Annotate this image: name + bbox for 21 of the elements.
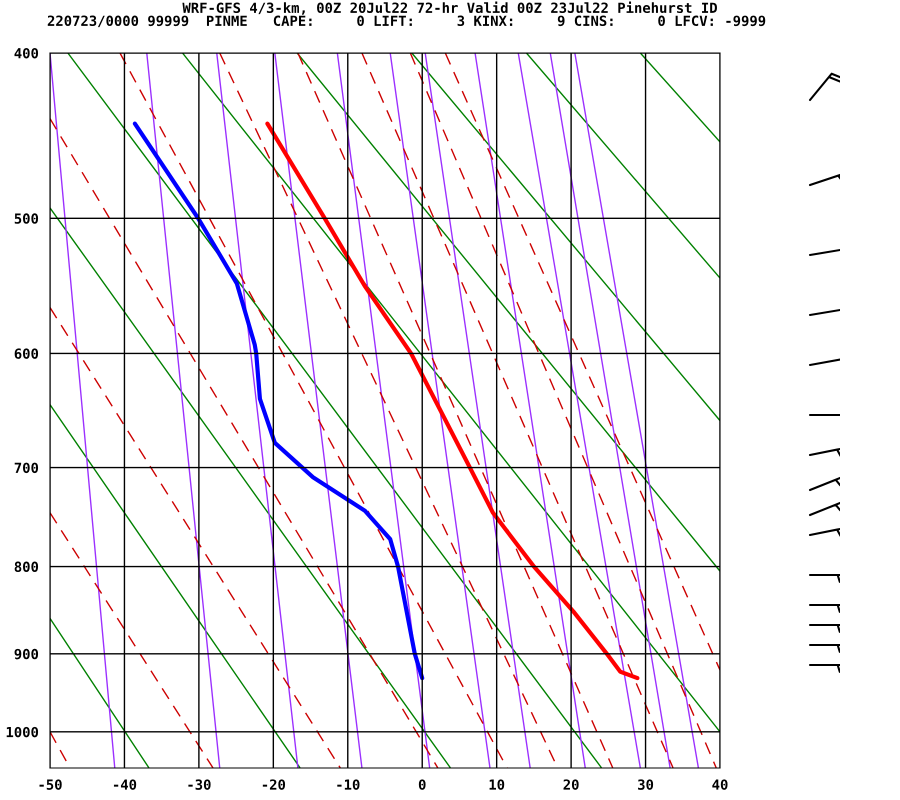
- y-tick-label: 900: [14, 648, 38, 660]
- y-tick-label: 600: [14, 348, 38, 359]
- x-tick-label: 0: [418, 779, 426, 790]
- x-tick-label: -30: [188, 779, 211, 790]
- y-tick-label: 700: [14, 462, 38, 474]
- y-tick-label: 500: [14, 213, 38, 224]
- x-tick-label: -20: [262, 779, 286, 790]
- chart-title: WRF-GFS 4/3-km, 00Z 20Jul22 72-hr Valid 00Z 23Jul22 Pinehurst ID: [182, 2, 717, 15]
- x-tick-label: -10: [337, 779, 360, 790]
- y-tick-label: 400: [14, 48, 38, 58]
- line-series: [132, 122, 424, 680]
- x-tick-label: 20: [564, 779, 579, 790]
- x-tick-label: -40: [114, 779, 136, 790]
- x-tick-label: -50: [40, 779, 62, 790]
- line-series: [265, 122, 640, 680]
- y-tick-label: 1000: [6, 726, 38, 738]
- x-tick-label: 30: [638, 779, 654, 790]
- y-tick-label: 800: [14, 562, 38, 572]
- x-tick-label: 40: [712, 779, 728, 790]
- chart-subtitle: 220723/0000 99999 PINME CAPE: 0 LIFT: 3 KINX: 9 CINS: 0 LFCV: -9999: [48, 16, 766, 28]
- x-tick-label: 10: [490, 779, 504, 790]
